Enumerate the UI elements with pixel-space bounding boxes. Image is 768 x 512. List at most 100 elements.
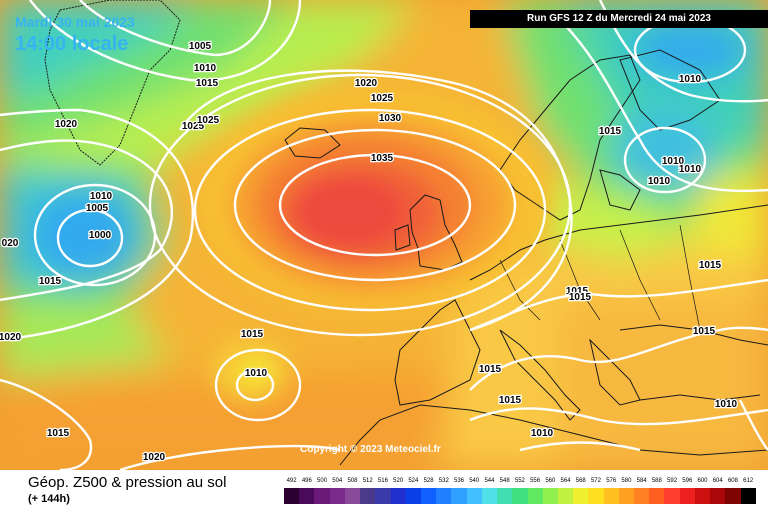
- scale-swatch: [360, 488, 376, 504]
- scale-label: 520: [393, 478, 404, 484]
- scale-label: 580: [621, 478, 632, 484]
- isobar-label: 1015: [599, 126, 622, 137]
- isobar-label: 1010: [662, 156, 685, 167]
- isobar-label: 1015: [699, 260, 722, 271]
- scale-swatch: [497, 488, 513, 504]
- scale-swatch: [299, 488, 315, 504]
- forecast-date: Mardi 30 mai 2023: [15, 14, 135, 30]
- color-scale: 492 496 500 504 508 512 516 520 524 528 532 536 540 5…: [284, 477, 756, 507]
- scale-label: 592: [667, 478, 678, 484]
- run-info: Run GFS 12 Z du Mercredi 24 mai 2023: [470, 10, 768, 28]
- isobar-label: 1010: [90, 191, 113, 202]
- color-scale-labels: 492 496 500 504 508 512 516 520 524 528 532 536 540 5…: [284, 477, 756, 486]
- scale-swatch: [375, 488, 391, 504]
- isobar-label: 1010: [531, 428, 554, 439]
- isobar-label: 1010: [679, 74, 702, 85]
- scale-label: 584: [636, 478, 647, 484]
- isobar-label: 1000: [89, 230, 112, 241]
- scale-label: 596: [682, 478, 693, 484]
- scale-swatch: [405, 488, 421, 504]
- scale-swatch: [329, 488, 345, 504]
- scale-label: 516: [377, 478, 388, 484]
- isobar-label: 1015: [196, 78, 219, 89]
- scale-swatch: [725, 488, 741, 504]
- scale-swatch: [512, 488, 528, 504]
- scale-label: 552: [514, 478, 525, 484]
- scale-swatch: [694, 488, 711, 504]
- scale-label: 544: [484, 478, 495, 484]
- scale-label: 492: [286, 478, 297, 484]
- isobar-label: 1035: [371, 153, 394, 164]
- scale-label: 548: [499, 478, 510, 484]
- isobar-label: 1030: [379, 113, 402, 124]
- scale-swatch: [481, 488, 498, 504]
- scale-swatch: [436, 488, 452, 504]
- scale-swatch: [451, 488, 467, 504]
- color-scale-bar: [284, 488, 756, 504]
- scale-label: 536: [454, 478, 465, 484]
- isobar-label: 1015: [241, 329, 264, 340]
- scale-label: 576: [606, 478, 617, 484]
- map-subtitle: (+ 144h): [28, 493, 70, 505]
- scale-swatch: [649, 488, 665, 504]
- scale-swatch: [588, 488, 604, 504]
- scale-label: 572: [590, 478, 601, 484]
- isobar-label: 1010: [245, 368, 268, 379]
- scale-label: 568: [575, 478, 586, 484]
- scale-label: 564: [560, 478, 571, 484]
- copyright-notice: Copyright © 2023 Meteociel.fr: [300, 444, 441, 455]
- scale-swatch: [314, 488, 330, 504]
- scale-swatch: [390, 488, 406, 504]
- isobar-label: 1005: [86, 203, 109, 214]
- scale-swatch: [710, 488, 726, 504]
- scale-swatch: [634, 488, 650, 504]
- scale-swatch: [284, 488, 300, 504]
- scale-label: 528: [423, 478, 434, 484]
- scale-swatch: [740, 488, 756, 504]
- isobar-label: 1015: [47, 428, 70, 439]
- isobar-label: 1015: [569, 292, 592, 303]
- isobar-label: 1005: [189, 41, 212, 52]
- isobar-label: 1015: [479, 364, 502, 375]
- scale-swatch: [466, 488, 482, 504]
- isobar-label: 1020: [143, 452, 166, 463]
- scale-swatch: [557, 488, 574, 504]
- scale-label: 588: [651, 478, 662, 484]
- scale-swatch: [542, 488, 558, 504]
- scale-label: 512: [362, 478, 373, 484]
- scale-swatch: [664, 488, 680, 504]
- isobar-label: 1020: [355, 78, 378, 89]
- scale-swatch: [420, 488, 437, 504]
- scale-label: 532: [438, 478, 449, 484]
- isobar-label: 1015: [693, 326, 716, 337]
- isobar-label: 1015: [499, 395, 522, 406]
- isobar-lines: [0, 0, 768, 470]
- scale-swatch: [573, 488, 589, 504]
- forecast-map: 1005 1010 1015 1020 1025 1025 1020 1025 1030 1035…: [0, 0, 768, 470]
- forecast-time: 14:00 locale: [15, 33, 129, 55]
- isobar-label: 1020: [0, 332, 22, 343]
- scale-label: 556: [530, 478, 541, 484]
- scale-label: 604: [712, 478, 723, 484]
- scale-swatch: [618, 488, 635, 504]
- scale-label: 608: [727, 478, 738, 484]
- scale-swatch: [527, 488, 543, 504]
- map-title: Géop. Z500 & pression au sol: [28, 474, 227, 491]
- isobar-label: 1010: [715, 399, 738, 410]
- scale-label: 496: [301, 478, 312, 484]
- isobar-label: 1010: [648, 176, 671, 187]
- isobar-label: 1010: [679, 164, 702, 175]
- geopotential-field: [0, 0, 768, 470]
- scale-label: 600: [697, 478, 708, 484]
- isobar-label: 1020: [55, 119, 78, 130]
- scale-swatch: [344, 488, 361, 504]
- isobar-label: 1025: [197, 115, 220, 126]
- isobar-label: 1015: [39, 276, 62, 287]
- scale-swatch: [679, 488, 695, 504]
- scale-label: 524: [408, 478, 419, 484]
- isobar-label: 1025: [182, 121, 205, 132]
- scale-label: 508: [347, 478, 358, 484]
- scale-swatch: [603, 488, 619, 504]
- scale-label: 612: [743, 478, 754, 484]
